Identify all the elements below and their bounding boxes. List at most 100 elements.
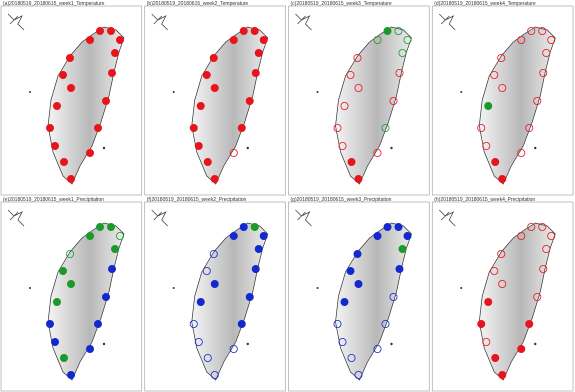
station-marker: [240, 223, 247, 230]
panel-title: (c)20180519_20180615_week3_Temperature: [291, 1, 392, 7]
station-marker: [355, 175, 362, 182]
station-marker: [355, 280, 362, 287]
islet: [247, 147, 249, 149]
station-marker: [111, 245, 118, 252]
station-marker: [102, 97, 109, 104]
station-marker: [204, 158, 211, 165]
station-marker: [107, 27, 114, 34]
station-marker: [53, 298, 60, 305]
station-marker: [102, 293, 109, 300]
station-marker: [51, 338, 58, 345]
station-marker: [96, 27, 103, 34]
panel-title: (e)20180519_20180615_week1_Precipitation: [3, 197, 104, 203]
station-marker: [478, 320, 485, 327]
station-marker: [59, 71, 66, 78]
station-marker: [86, 149, 93, 156]
station-marker: [526, 320, 533, 327]
station-marker: [197, 298, 204, 305]
station-marker: [51, 142, 58, 149]
panel-title: (g)20180519_20180615_week3_Precipitation: [291, 197, 392, 203]
map-panel: (h)20180519_20180615_week4_Precipitation: [432, 197, 573, 391]
station-marker: [499, 175, 506, 182]
map-panel: (d)20180519_20180615_week4_Temperature: [432, 1, 573, 195]
station-marker: [230, 232, 237, 239]
station-marker: [46, 320, 53, 327]
islet: [460, 91, 462, 93]
station-marker: [492, 354, 499, 361]
station-marker: [53, 102, 60, 109]
map-panel: (c)20180519_20180615_week3_Temperature: [289, 1, 430, 195]
station-marker: [195, 142, 202, 149]
station-marker: [96, 223, 103, 230]
panel-title: (d)20180519_20180615_week4_Temperature: [434, 1, 536, 7]
station-marker: [396, 265, 403, 272]
station-marker: [399, 245, 406, 252]
map-panel: (b)20180519_20180615_week2_Temperature: [145, 1, 286, 195]
station-marker: [255, 49, 262, 56]
station-marker: [341, 298, 348, 305]
station-marker: [251, 27, 258, 34]
islet: [29, 287, 31, 289]
station-marker: [518, 345, 525, 352]
figure: (a)20180519_20180615_week1_Temperature (b…: [0, 0, 575, 392]
station-marker: [108, 265, 115, 272]
station-marker: [203, 71, 210, 78]
islet: [247, 343, 249, 345]
station-marker: [116, 36, 123, 43]
station-marker: [485, 102, 492, 109]
station-marker: [348, 158, 355, 165]
map-panel: (e)20180519_20180615_week1_Precipitation: [1, 197, 142, 391]
station-marker: [86, 36, 93, 43]
station-marker: [374, 232, 381, 239]
station-marker: [94, 124, 101, 131]
islet: [390, 147, 392, 149]
station-marker: [492, 158, 499, 165]
station-marker: [252, 69, 259, 76]
station-marker: [260, 232, 267, 239]
station-marker: [260, 36, 267, 43]
panel-title: (f)20180519_20180615_week2_Precipitation: [147, 197, 247, 203]
station-marker: [384, 223, 391, 230]
station-marker: [111, 49, 118, 56]
station-marker: [251, 223, 258, 230]
station-marker: [211, 175, 218, 182]
station-marker: [211, 84, 218, 91]
islet: [173, 287, 175, 289]
station-marker: [347, 267, 354, 274]
map-panel: (a)20180519_20180615_week1_Temperature: [1, 1, 142, 195]
station-marker: [499, 371, 506, 378]
islet: [317, 91, 319, 93]
station-marker: [67, 371, 74, 378]
station-marker: [66, 54, 73, 61]
islet: [317, 287, 319, 289]
station-marker: [108, 69, 115, 76]
station-marker: [67, 175, 74, 182]
station-marker: [67, 84, 74, 91]
map-panel: (g)20180519_20180615_week3_Precipitation: [289, 197, 430, 391]
station-marker: [60, 158, 67, 165]
islet: [534, 147, 536, 149]
station-marker: [86, 345, 93, 352]
map-panel: (f)20180519_20180615_week2_Precipitation: [145, 197, 286, 391]
station-marker: [255, 245, 262, 252]
station-marker: [59, 267, 66, 274]
station-marker: [107, 223, 114, 230]
station-marker: [485, 298, 492, 305]
panel-title: (h)20180519_20180615_week4_Precipitation: [434, 197, 535, 203]
panel-title: (a)20180519_20180615_week1_Temperature: [3, 1, 105, 7]
islet: [29, 91, 31, 93]
station-marker: [246, 293, 253, 300]
station-marker: [354, 250, 361, 257]
station-marker: [404, 232, 411, 239]
islet: [103, 343, 105, 345]
islet: [460, 287, 462, 289]
islet: [173, 91, 175, 93]
station-marker: [246, 97, 253, 104]
panel-title: (b)20180519_20180615_week2_Temperature: [147, 1, 249, 7]
station-marker: [238, 320, 245, 327]
station-marker: [211, 280, 218, 287]
station-marker: [395, 223, 402, 230]
station-marker: [252, 265, 259, 272]
station-marker: [197, 102, 204, 109]
islet: [534, 343, 536, 345]
